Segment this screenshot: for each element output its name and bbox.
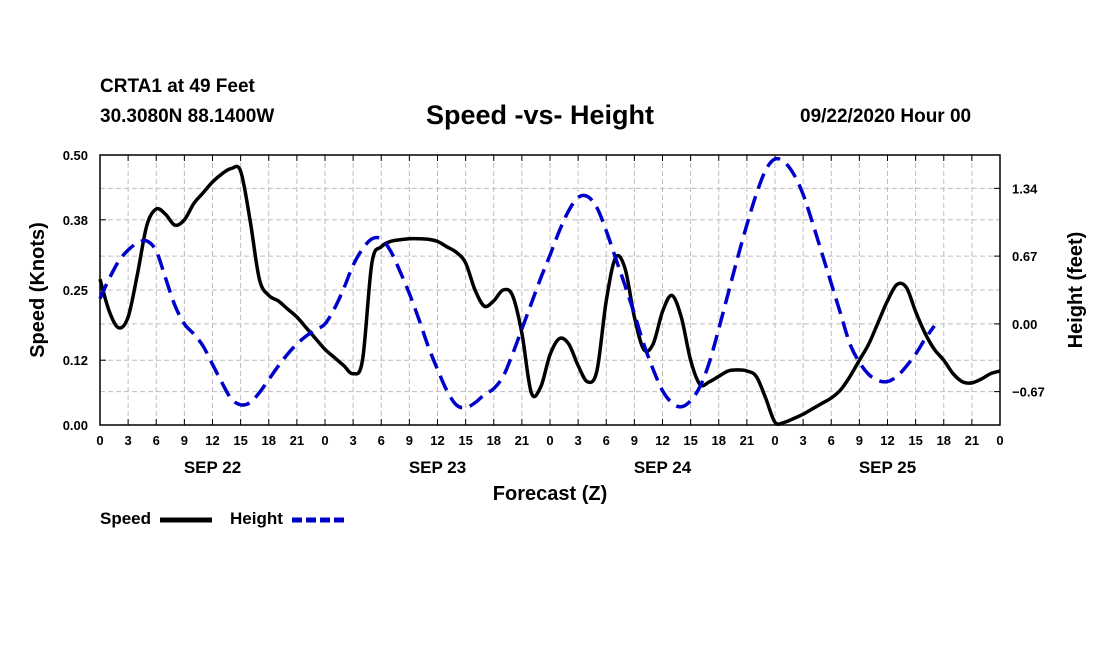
right-y-tick-label: −0.67 xyxy=(1012,385,1045,400)
speed-series-line xyxy=(98,164,1001,426)
x-tick-label: 3 xyxy=(575,433,582,448)
x-tick-label: 6 xyxy=(828,433,835,448)
chart-title: Speed -vs- Height xyxy=(426,100,655,130)
x-tick-label: 3 xyxy=(350,433,357,448)
day-label: SEP 22 xyxy=(184,458,241,477)
x-tick-label: 12 xyxy=(655,433,669,448)
legend-speed-label: Speed xyxy=(100,509,152,528)
x-tick-label: 18 xyxy=(937,433,951,448)
right-y-axis-label: Height (feet) xyxy=(1065,232,1087,349)
x-tick-label: 0 xyxy=(321,433,328,448)
left-y-tick-label: 0.38 xyxy=(63,213,88,228)
x-tick-label: 9 xyxy=(856,433,863,448)
left-y-axis-label: Speed (Knots) xyxy=(27,222,49,358)
x-tick-label: 15 xyxy=(683,433,697,448)
x-tick-label: 9 xyxy=(631,433,638,448)
day-label: SEP 25 xyxy=(859,458,916,477)
x-tick-label: 0 xyxy=(546,433,553,448)
left-y-tick-label: 0.00 xyxy=(63,418,88,433)
x-tick-label: 12 xyxy=(430,433,444,448)
x-tick-label: 3 xyxy=(800,433,807,448)
x-tick-label: 0 xyxy=(996,433,1003,448)
x-tick-label: 21 xyxy=(290,433,304,448)
x-axis-label: Forecast (Z) xyxy=(493,483,607,505)
x-tick-label: 12 xyxy=(880,433,894,448)
x-tick-label: 21 xyxy=(965,433,979,448)
day-label: SEP 24 xyxy=(634,458,692,477)
x-tick-label: 18 xyxy=(262,433,276,448)
x-tick-label: 21 xyxy=(515,433,529,448)
day-label: SEP 23 xyxy=(409,458,466,477)
x-tick-label: 9 xyxy=(181,433,188,448)
x-tick-label: 15 xyxy=(458,433,472,448)
x-tick-label: 6 xyxy=(153,433,160,448)
x-tick-label: 15 xyxy=(908,433,922,448)
x-tick-label: 6 xyxy=(378,433,385,448)
forecast-run-time: 09/22/2020 Hour 00 xyxy=(800,106,972,127)
series-layer xyxy=(98,156,1001,426)
grid-lines xyxy=(100,155,1000,425)
legend-height-label: Height xyxy=(230,509,283,528)
x-tick-label: 15 xyxy=(233,433,247,448)
x-tick-label: 0 xyxy=(771,433,778,448)
x-tick-label: 18 xyxy=(487,433,501,448)
height-series-line xyxy=(98,156,936,410)
x-tick-label: 18 xyxy=(712,433,726,448)
right-y-tick-label: 0.00 xyxy=(1012,317,1037,332)
axes: 0 3 6 9 12 15 18 21 0 3 6 9 12 15 18 21 0 3 6 9 12 15 18 21 0 3 6 9… xyxy=(63,148,1045,477)
left-y-tick-label: 0.25 xyxy=(63,283,88,298)
x-tick-label: 9 xyxy=(406,433,413,448)
right-y-tick-label: 1.34 xyxy=(1012,181,1038,196)
right-y-tick-label: 0.67 xyxy=(1012,249,1037,264)
x-tick-label: 21 xyxy=(740,433,754,448)
station-coordinates: 30.3080N 88.1400W xyxy=(100,106,275,127)
x-tick-label: 3 xyxy=(125,433,132,448)
x-tick-label: 0 xyxy=(96,433,103,448)
x-tick-label: 12 xyxy=(205,433,219,448)
left-y-tick-label: 0.50 xyxy=(63,148,88,163)
station-name: CRTA1 at 49 Feet xyxy=(100,76,255,97)
x-tick-label: 6 xyxy=(603,433,610,448)
left-y-tick-label: 0.12 xyxy=(63,353,88,368)
